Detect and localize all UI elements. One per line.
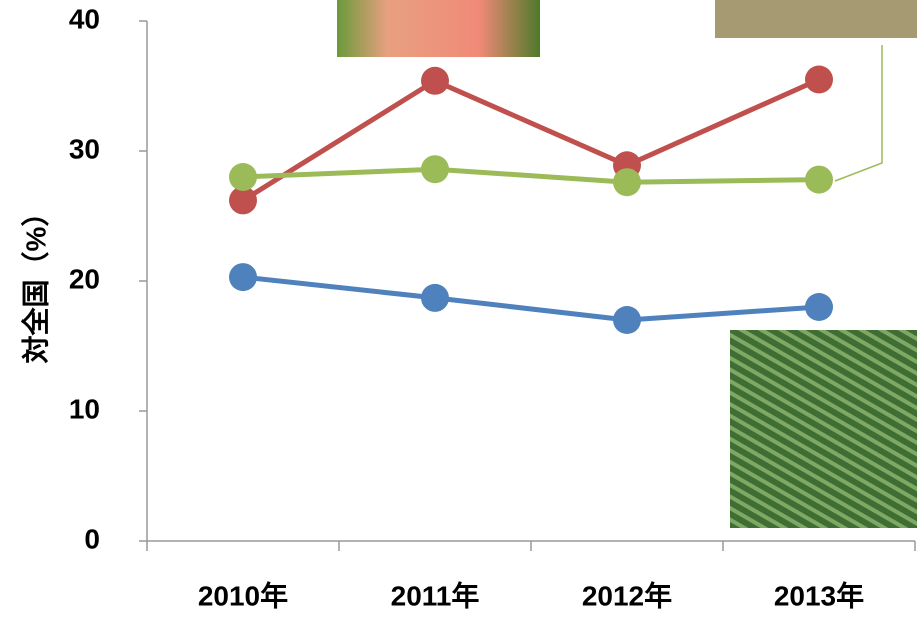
data-point <box>229 163 257 191</box>
x-tick-label: 2010年 <box>198 579 288 611</box>
peach-photo <box>337 0 540 57</box>
y-axis-label: 対全国（%） <box>19 199 51 364</box>
series-line <box>242 166 820 185</box>
data-point <box>613 306 641 334</box>
x-tick-label: 2011年 <box>391 579 480 611</box>
data-point <box>229 263 257 292</box>
callout-line <box>834 45 883 182</box>
data-point <box>421 155 449 184</box>
data-point <box>421 66 449 95</box>
basket-photo <box>715 0 917 38</box>
data-point <box>805 165 833 194</box>
data-point <box>229 186 257 215</box>
data-point <box>421 283 449 312</box>
series-line <box>242 274 820 323</box>
beans-photo <box>730 330 917 528</box>
y-tick-label: 30 <box>69 133 100 164</box>
y-tick-label: 20 <box>69 263 100 294</box>
y-tick-label: 10 <box>69 393 100 424</box>
data-point <box>613 168 641 197</box>
data-point <box>805 65 833 94</box>
y-tick-label: 0 <box>84 523 100 554</box>
series-line <box>241 77 821 203</box>
x-tick-label: 2012年 <box>582 579 672 611</box>
data-point <box>805 293 833 321</box>
x-tick-label: 2013年 <box>774 579 864 611</box>
y-tick-label: 40 <box>69 3 100 34</box>
